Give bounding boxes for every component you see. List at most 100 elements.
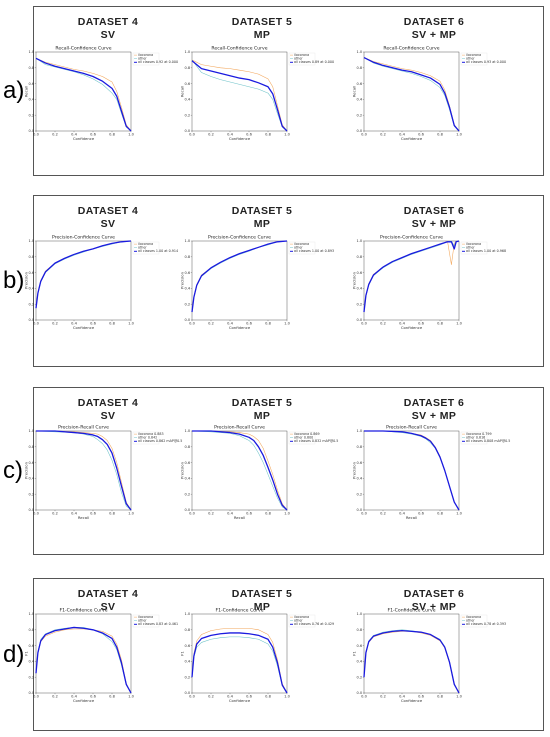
chart-title: Precision-Recall Curve bbox=[386, 425, 437, 431]
y-tick-label: 0.4 bbox=[356, 660, 362, 664]
method-label: MP bbox=[253, 218, 271, 230]
legend-entry: ilocorona bbox=[294, 242, 309, 246]
y-axis-label: F1 bbox=[352, 651, 357, 656]
y-axis-label: Precision bbox=[24, 271, 29, 289]
legend-entry: other bbox=[294, 57, 303, 61]
chart-title: Recall-Confidence Curve bbox=[55, 46, 111, 52]
x-axis-label: Confidence bbox=[401, 698, 423, 703]
y-tick-label: 0.4 bbox=[356, 477, 362, 481]
x-tick-label: 0.4 bbox=[227, 512, 233, 516]
x-tick-label: 1.0 bbox=[284, 133, 290, 137]
x-tick-label: 0.8 bbox=[437, 322, 443, 326]
dataset-label: DATASET 5 bbox=[231, 205, 293, 217]
y-axis-label: Precision bbox=[352, 461, 357, 479]
column-title: DATASET 5 MP bbox=[187, 205, 337, 231]
x-tick-label: 1.0 bbox=[128, 512, 134, 516]
x-tick-label: 0.8 bbox=[265, 512, 271, 516]
x-tick-label: 0.6 bbox=[418, 322, 424, 326]
y-tick-label: 0.4 bbox=[356, 287, 362, 291]
y-tick-label: 1.0 bbox=[28, 429, 34, 433]
y-axis-label: Recall bbox=[180, 86, 185, 97]
x-tick-label: 0.8 bbox=[437, 512, 443, 516]
y-tick-label: 1.0 bbox=[356, 429, 362, 433]
y-tick-label: 0.4 bbox=[184, 477, 190, 481]
x-tick-label: 0.4 bbox=[399, 512, 405, 516]
legend-entry: other 0.800 bbox=[294, 436, 313, 440]
x-tick-label: 0.2 bbox=[52, 695, 58, 699]
chart-panel: Precision-Confidence Curve 0.0 0.2 0.4 0.6 0.… bbox=[180, 235, 335, 331]
legend-entry: ilocorona 0.799 bbox=[466, 432, 492, 436]
x-tick-label: 0.0 bbox=[189, 512, 195, 516]
chart-panel: Precision-Confidence Curve 0.0 0.2 0.4 0.6 0.… bbox=[352, 235, 507, 331]
x-tick-label: 0.8 bbox=[265, 695, 271, 699]
y-tick-label: 0.8 bbox=[28, 66, 34, 70]
chart-title: Precision-Confidence Curve bbox=[52, 235, 115, 241]
chart-title: Precision-Confidence Curve bbox=[380, 235, 443, 241]
legend-entry: ilocorona bbox=[138, 615, 153, 619]
x-tick-label: 0.2 bbox=[380, 512, 386, 516]
y-tick-label: 0.2 bbox=[28, 492, 34, 496]
y-tick-label: 0.8 bbox=[184, 255, 190, 259]
method-label: MP bbox=[253, 29, 271, 41]
y-tick-label: 0.0 bbox=[356, 691, 362, 695]
chart-panel: F1-Confidence Curve 0.0 0.2 0.4 0.6 0.8 1.0 0.0… bbox=[24, 608, 179, 704]
x-tick-label: 1.0 bbox=[456, 512, 462, 516]
y-tick-label: 0.0 bbox=[28, 508, 34, 512]
legend-entry: ilocorona bbox=[138, 53, 153, 57]
y-tick-label: 0.6 bbox=[184, 271, 190, 275]
legend-entry: other bbox=[138, 57, 147, 61]
row-letter: c) bbox=[3, 457, 23, 484]
x-tick-label: 0.4 bbox=[71, 512, 77, 516]
x-tick-label: 1.0 bbox=[456, 695, 462, 699]
column-title: DATASET 6 SV + MP bbox=[359, 205, 509, 231]
series-line-3 bbox=[35, 57, 132, 132]
legend-entry: other bbox=[466, 619, 475, 623]
x-tick-label: 0.6 bbox=[246, 322, 252, 326]
x-tick-label: 0.4 bbox=[399, 695, 405, 699]
x-tick-label: 0.0 bbox=[33, 133, 39, 137]
legend-entry: other bbox=[466, 246, 475, 250]
series-line-3 bbox=[35, 240, 132, 309]
x-tick-label: 1.0 bbox=[128, 133, 134, 137]
chart-title: Recall-Confidence Curve bbox=[211, 46, 267, 52]
series-line-3 bbox=[36, 430, 132, 511]
x-tick-label: 0.2 bbox=[208, 133, 214, 137]
legend-entry: other 0.816 bbox=[466, 436, 485, 440]
chart-panel: Precision-Confidence Curve 0.0 0.2 0.4 0.6 0.… bbox=[24, 235, 179, 331]
series-line-3 bbox=[192, 430, 288, 511]
y-tick-label: 0.6 bbox=[356, 461, 362, 465]
legend-entry: all classes 0.808 mAP@0.5 bbox=[466, 439, 510, 443]
plot-area bbox=[35, 613, 132, 694]
legend bbox=[132, 52, 160, 66]
y-tick-label: 1.0 bbox=[356, 50, 362, 54]
x-tick-label: 1.0 bbox=[284, 322, 290, 326]
x-tick-label: 0.2 bbox=[52, 322, 58, 326]
method-label: SV bbox=[100, 29, 116, 41]
series-line-3 bbox=[363, 629, 460, 694]
series-line-2 bbox=[35, 58, 132, 132]
dataset-label: DATASET 5 bbox=[231, 397, 293, 409]
x-axis-label: Recall bbox=[406, 515, 417, 520]
y-axis-label: F1 bbox=[180, 651, 185, 656]
x-tick-label: 0.4 bbox=[227, 322, 233, 326]
x-tick-label: 0.0 bbox=[361, 133, 367, 137]
series-line-1 bbox=[191, 627, 288, 694]
chart-title: Precision-Confidence Curve bbox=[208, 235, 271, 241]
column-title: DATASET 5 MP bbox=[187, 397, 337, 423]
chart-title: Precision-Recall Curve bbox=[214, 425, 265, 431]
y-tick-label: 0.4 bbox=[184, 287, 190, 291]
y-tick-label: 0.8 bbox=[184, 445, 190, 449]
legend bbox=[460, 614, 488, 628]
x-tick-label: 0.6 bbox=[90, 695, 96, 699]
legend-entry: all classes 0.83 at 0.461 bbox=[138, 622, 178, 626]
x-tick-label: 0.4 bbox=[399, 133, 405, 137]
series-line-3 bbox=[35, 626, 132, 694]
x-tick-label: 0.0 bbox=[33, 512, 39, 516]
plot-area bbox=[363, 240, 460, 321]
column-title: DATASET 5 MP bbox=[187, 588, 337, 614]
y-tick-label: 0.2 bbox=[184, 492, 190, 496]
y-tick-label: 0.8 bbox=[356, 255, 362, 259]
method-label: SV + MP bbox=[411, 29, 457, 41]
dataset-label: DATASET 6 bbox=[403, 397, 465, 409]
legend bbox=[288, 614, 316, 628]
